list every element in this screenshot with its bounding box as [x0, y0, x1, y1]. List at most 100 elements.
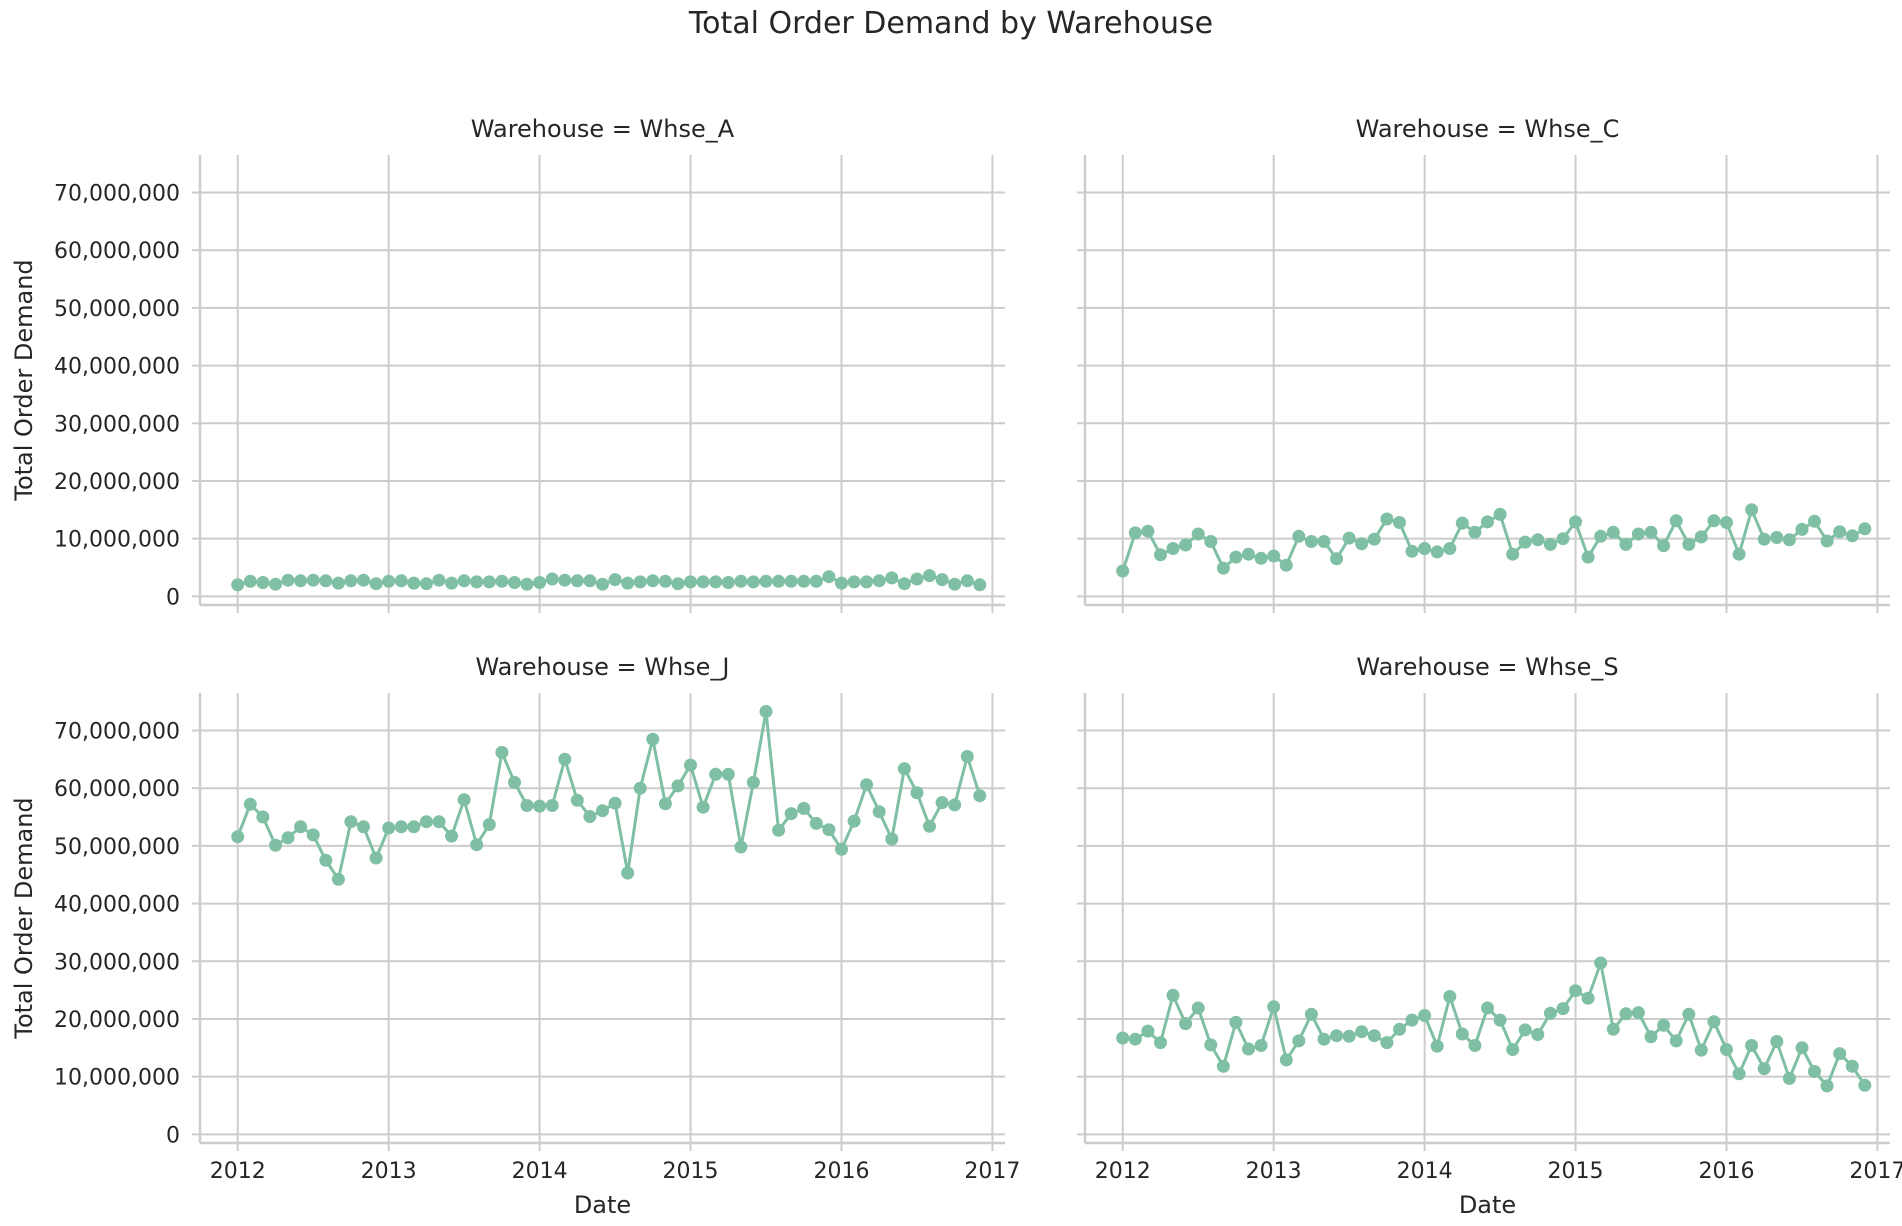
data-point [1820, 534, 1834, 548]
data-point [256, 576, 270, 589]
data-point [520, 799, 534, 812]
data-point [508, 576, 521, 589]
data-point [1506, 1043, 1520, 1056]
y-tick-label: 70,000,000 [54, 720, 180, 745]
data-point [935, 573, 949, 587]
data-point [633, 575, 647, 589]
data-point [696, 575, 710, 589]
data-point [1518, 1023, 1532, 1037]
data-point [482, 818, 496, 831]
data-point [545, 572, 559, 586]
data-point [1493, 1013, 1507, 1027]
data-point [1795, 522, 1809, 536]
data-point [357, 820, 370, 834]
data-point [910, 572, 924, 586]
data-point [872, 805, 886, 819]
data-point [545, 799, 559, 812]
data-point [948, 798, 962, 812]
data-point [508, 775, 521, 789]
data-point [445, 829, 459, 843]
data-point [269, 838, 282, 852]
data-point [1191, 1001, 1205, 1015]
data-point [1707, 514, 1721, 528]
data-point [1342, 531, 1356, 545]
data-point [1669, 1034, 1683, 1048]
data-point [1342, 1029, 1356, 1043]
data-point [596, 577, 609, 591]
data-point [1808, 1065, 1821, 1078]
data-point [1116, 564, 1130, 578]
y-tick-label: 70,000,000 [54, 182, 180, 207]
facet-title: Warehouse = Whse_S [1356, 653, 1618, 681]
data-point [1229, 1015, 1243, 1029]
data-point [1254, 1039, 1268, 1052]
data-point [1682, 537, 1696, 551]
data-point [671, 577, 685, 591]
data-point [1179, 538, 1193, 552]
x-tick-label: 2014 [512, 1159, 568, 1184]
data-point [1808, 514, 1821, 528]
data-point [1330, 1029, 1344, 1043]
data-point [1707, 1015, 1721, 1029]
data-point [1267, 549, 1281, 563]
data-point [1128, 1032, 1142, 1046]
data-point [872, 574, 886, 588]
data-point [1455, 516, 1469, 530]
data-point [684, 575, 697, 589]
data-point [1430, 545, 1444, 559]
data-point [721, 767, 735, 781]
data-point [633, 781, 647, 795]
data-point [822, 823, 836, 837]
x-tick-label: 2014 [1397, 1159, 1453, 1184]
data-point [973, 578, 987, 592]
data-point [319, 574, 333, 588]
data-point [658, 797, 672, 811]
data-point [1367, 1029, 1381, 1043]
chart-title: Total Order Demand by Warehouse [688, 6, 1213, 41]
data-point [457, 574, 471, 588]
data-point [558, 752, 572, 766]
data-point [897, 762, 911, 776]
data-point [419, 577, 433, 591]
y-tick-label: 30,000,000 [54, 950, 180, 975]
data-point [1820, 1079, 1834, 1093]
data-point [696, 800, 710, 814]
data-point [1116, 1031, 1130, 1045]
data-point [470, 575, 484, 589]
data-point [231, 830, 245, 844]
data-point [1154, 548, 1167, 562]
facet-title: Warehouse = Whse_A [471, 115, 735, 143]
data-point [1782, 533, 1796, 547]
data-point [1393, 1022, 1406, 1036]
data-point [809, 574, 823, 588]
data-point [709, 575, 723, 589]
data-point [797, 801, 811, 815]
data-point [1418, 542, 1432, 555]
data-point [923, 819, 936, 833]
data-point [1845, 529, 1859, 543]
x-axis-label: Date [574, 1191, 631, 1219]
data-point [419, 815, 433, 829]
data-point [1757, 532, 1771, 546]
data-point [331, 872, 345, 886]
data-point [897, 577, 911, 591]
data-point [256, 810, 270, 824]
data-point [407, 820, 421, 834]
data-point [608, 573, 622, 587]
data-point [746, 575, 760, 589]
x-tick-label: 2015 [663, 1159, 719, 1184]
x-axis-label: Date [1459, 1191, 1516, 1219]
data-point [432, 815, 446, 829]
data-point [1166, 988, 1180, 1002]
data-point [847, 575, 861, 589]
data-point [1858, 1078, 1872, 1092]
data-point [759, 705, 773, 718]
x-tick-label: 2013 [361, 1159, 417, 1184]
data-point [1355, 537, 1369, 551]
data-point [784, 807, 798, 821]
data-point [369, 851, 383, 865]
data-point [822, 570, 836, 584]
data-point [910, 786, 924, 800]
data-point [1405, 544, 1419, 558]
data-point [1481, 515, 1494, 529]
